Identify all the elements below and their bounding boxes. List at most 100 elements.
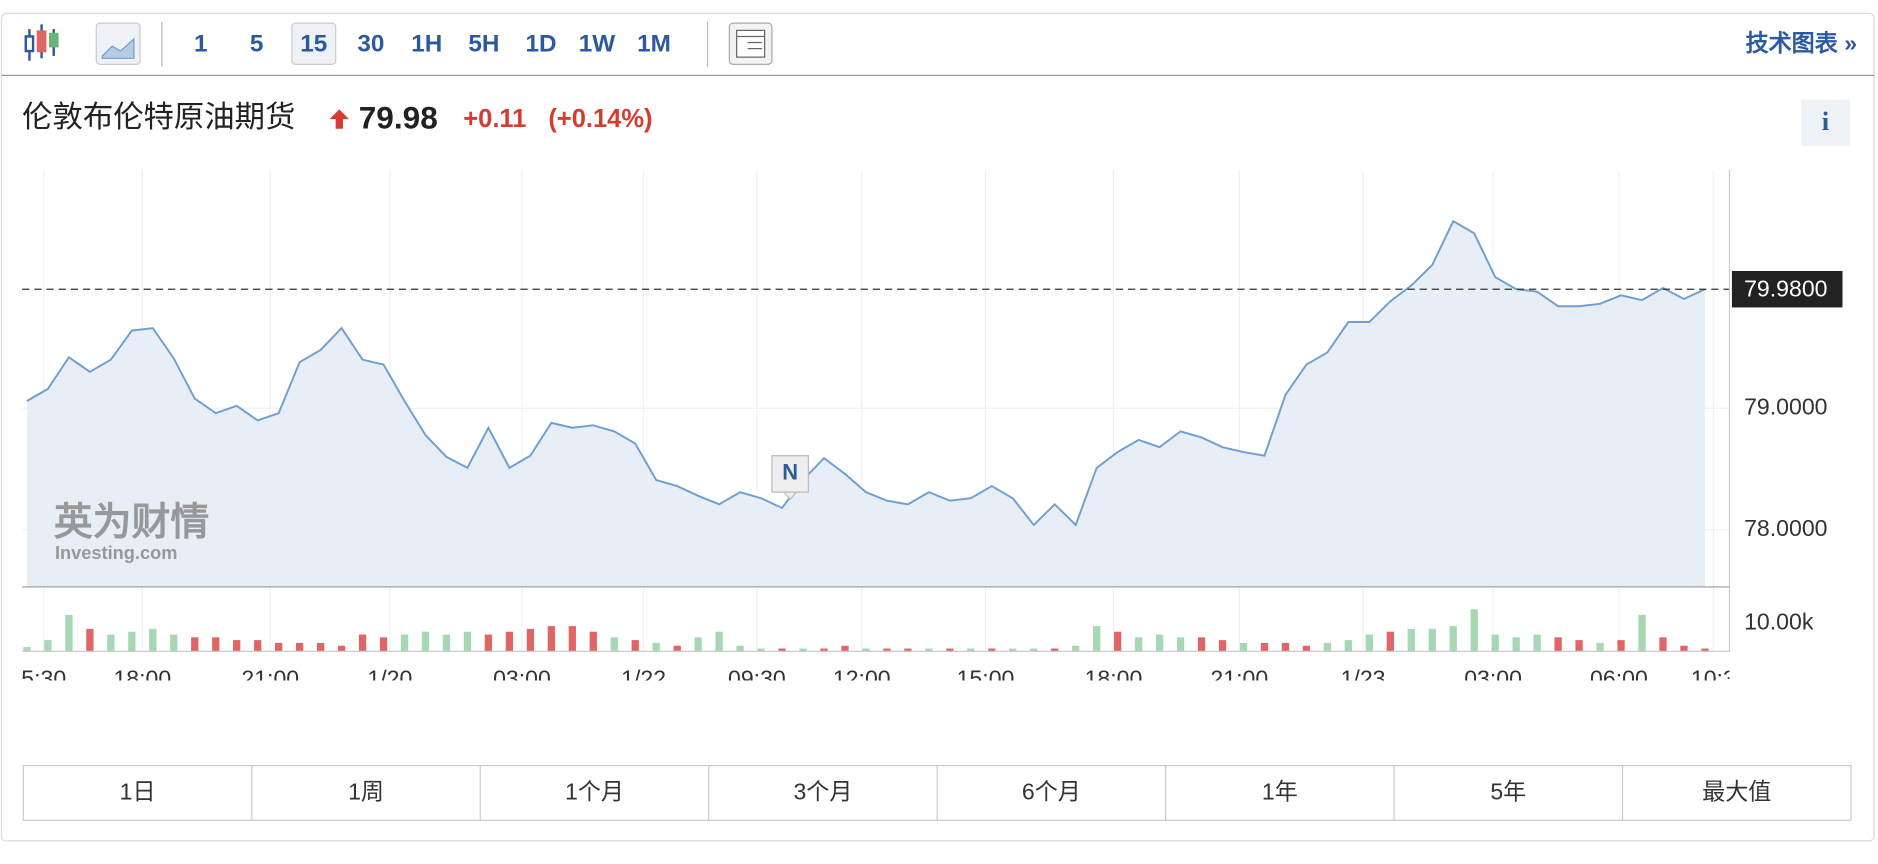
volume-bar xyxy=(841,645,849,652)
interval-button[interactable]: 1D xyxy=(525,30,556,57)
x-tick-label: 10:3 xyxy=(1691,666,1736,692)
volume-bar xyxy=(44,640,52,652)
layout-icon[interactable] xyxy=(728,22,773,66)
volume-bar xyxy=(673,645,681,652)
y-tick-label: 79.0000 xyxy=(1744,393,1827,419)
range-button[interactable]: 1年 xyxy=(1262,779,1298,805)
volume-bar xyxy=(1680,645,1688,652)
technical-chart-link[interactable]: 技术图表 » xyxy=(1746,30,1858,56)
volume-bar xyxy=(275,642,283,652)
interval-active xyxy=(291,22,337,66)
volume-bar xyxy=(1575,640,1583,652)
last-price-box xyxy=(1731,270,1843,308)
x-tick-label: 15:00 xyxy=(957,666,1015,692)
volume-bar xyxy=(1176,637,1185,652)
x-tick-label: 18:00 xyxy=(1085,666,1143,692)
volume-bar xyxy=(883,648,891,652)
volume-bar xyxy=(1365,634,1373,652)
volume-bar xyxy=(128,631,136,652)
x-tick-label: 5:30 xyxy=(21,666,66,692)
volume-bar xyxy=(526,628,535,652)
volume-bar xyxy=(1512,637,1520,652)
volume-tick-label: 10.00k xyxy=(1744,608,1814,634)
volume-bar xyxy=(820,648,828,652)
volume-bar xyxy=(1659,637,1667,652)
range-button[interactable]: 5年 xyxy=(1490,779,1526,805)
range-button[interactable]: 1周 xyxy=(348,779,384,805)
interval-button[interactable]: 15 xyxy=(300,30,327,57)
interval-button[interactable]: 5H xyxy=(468,30,499,57)
volume-bar xyxy=(736,645,744,652)
news-marker-label: N xyxy=(782,460,798,485)
x-tick-label: 06:00 xyxy=(1590,666,1648,692)
interval-button[interactable]: 1 xyxy=(194,30,208,57)
volume-bar xyxy=(988,648,996,652)
x-tick-label: 21:00 xyxy=(241,666,299,692)
volume-bar xyxy=(694,637,702,652)
volume-bar xyxy=(86,628,94,652)
x-tick-label: 03:00 xyxy=(493,666,551,692)
volume-bar xyxy=(715,631,723,652)
range-button[interactable]: 1日 xyxy=(120,779,156,805)
instrument-name: 伦敦布伦特原油期货 xyxy=(22,100,295,134)
volume-bar xyxy=(484,634,493,652)
volume-bar xyxy=(904,648,912,652)
volume-bar xyxy=(170,634,178,652)
volume-bar xyxy=(757,648,765,652)
price-change: +0.11 xyxy=(463,105,526,133)
info-icon: i xyxy=(1822,106,1830,136)
info-button[interactable] xyxy=(1801,99,1850,146)
x-tick-label: 1/20 xyxy=(367,666,412,692)
x-tick-label: 09:30 xyxy=(728,666,786,692)
volume-bar xyxy=(1554,637,1562,652)
volume-bar xyxy=(547,626,555,652)
volume-bar xyxy=(925,648,933,652)
range-button[interactable]: 1个月 xyxy=(565,779,624,805)
volume-bar xyxy=(1030,648,1038,652)
volume-bar xyxy=(631,640,639,652)
volume-bar xyxy=(1239,642,1248,652)
x-tick-label: 1/22 xyxy=(621,666,666,692)
candle-icon[interactable] xyxy=(24,24,59,61)
volume-bar xyxy=(1051,648,1059,652)
volume-bar xyxy=(1491,634,1499,652)
interval-button[interactable]: 30 xyxy=(357,30,384,57)
volume-bar xyxy=(1407,628,1415,652)
range-button[interactable]: 6个月 xyxy=(1022,779,1081,805)
volume-bar xyxy=(254,640,262,652)
x-tick-label: 12:00 xyxy=(833,666,891,692)
volume-bar xyxy=(1323,642,1332,652)
volume-bar xyxy=(379,637,388,652)
news-marker[interactable]: N xyxy=(771,455,809,501)
volume-bar xyxy=(212,637,220,652)
volume-bar xyxy=(1134,637,1143,652)
volume-bar xyxy=(1072,645,1080,652)
up-arrow xyxy=(329,109,350,129)
volume-bar xyxy=(1218,640,1227,652)
volume-bar xyxy=(316,642,325,652)
volume-bar xyxy=(778,648,786,652)
interval-button[interactable]: 1W xyxy=(579,30,616,57)
area-icon-glyph xyxy=(101,37,135,59)
volume-bar xyxy=(610,637,618,652)
range-button[interactable]: 最大值 xyxy=(1702,779,1771,805)
interval-button[interactable]: 1M xyxy=(637,30,671,57)
volume-bar xyxy=(65,614,73,652)
x-tick-label: 03:00 xyxy=(1464,666,1522,692)
last-price-label: 79.9800 xyxy=(1744,276,1827,302)
volume-bar xyxy=(1386,631,1394,652)
interval-button[interactable]: 1H xyxy=(411,30,442,57)
interval-button[interactable]: 5 xyxy=(250,30,264,57)
range-button[interactable]: 3个月 xyxy=(793,779,852,805)
y-tick-label: 78.0000 xyxy=(1744,515,1827,541)
volume-bar xyxy=(1617,640,1625,652)
volume-bar xyxy=(1155,634,1164,652)
volume-bar xyxy=(149,628,157,652)
volume-bar xyxy=(1701,648,1709,652)
price-line xyxy=(26,219,1706,527)
volume-bar xyxy=(1449,626,1457,652)
volume-bar xyxy=(1302,645,1311,652)
price-area xyxy=(26,221,1705,587)
volume-bar xyxy=(1533,634,1541,652)
